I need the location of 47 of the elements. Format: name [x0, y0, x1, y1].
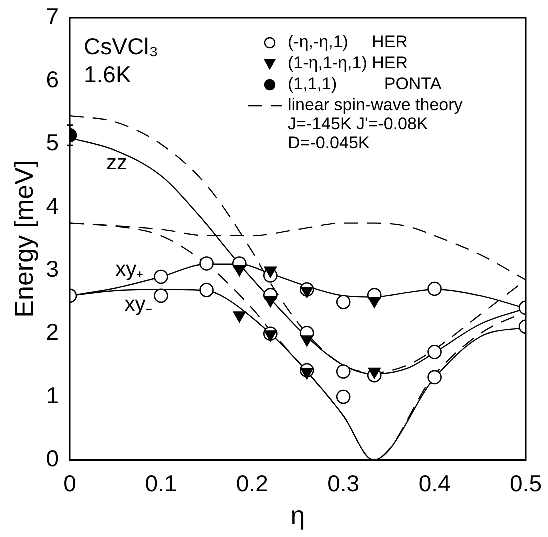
point: [336, 364, 351, 379]
y-tick-label: 5: [46, 130, 59, 156]
x-tick-label: 0.1: [145, 470, 178, 496]
annotation: xy₊: [116, 258, 144, 281]
point: [336, 390, 351, 404]
annotation: 1.6K: [84, 61, 132, 88]
y-tick-label: 3: [46, 256, 59, 282]
x-tick-label: 0.4: [418, 470, 451, 496]
y-tick-label: 0: [46, 446, 59, 472]
y-tick-label: 6: [46, 66, 59, 93]
x-tick-label: 0.3: [328, 470, 360, 496]
legend-label: (-η,-η,1) HER: [288, 32, 408, 52]
annotation: CsVCl₃: [84, 33, 159, 60]
point: [368, 297, 381, 308]
point: [428, 345, 442, 360]
point: [200, 256, 214, 271]
point: [200, 283, 214, 298]
annotation: J=-145K J'=-0.08K: [288, 114, 429, 134]
point: [300, 287, 314, 298]
x-tick-label: 0.2: [236, 470, 268, 496]
legend-label: (1-η,1-η,1) HER: [288, 54, 408, 73]
point: [233, 266, 246, 277]
point: [264, 296, 277, 308]
legend-label: linear spin-wave theory: [288, 96, 464, 115]
point: [264, 266, 277, 278]
annotation: D=-0.045K: [288, 134, 370, 153]
annotation: xy₋: [124, 293, 153, 316]
x-tick-label: 0: [64, 470, 76, 496]
annotation: zz: [106, 152, 128, 175]
point: [336, 295, 351, 310]
point: [428, 370, 442, 385]
point: [300, 336, 314, 347]
x-axis-title: η: [290, 500, 306, 531]
point: [154, 270, 168, 284]
y-tick-label: 4: [46, 192, 60, 219]
point: [264, 330, 277, 342]
point: [233, 312, 246, 323]
point: [428, 282, 442, 296]
y-axis-title: Energy [meV]: [8, 160, 39, 318]
legend-label: (1,1,1) PONTA: [288, 74, 442, 94]
point: [300, 368, 314, 380]
y-tick-label: 7: [46, 3, 59, 30]
point: [154, 288, 168, 304]
y-tick-label: 2: [46, 319, 59, 346]
x-tick-label: 0.5: [510, 470, 542, 496]
y-tick-label: 1: [46, 382, 59, 408]
point: [368, 368, 381, 379]
